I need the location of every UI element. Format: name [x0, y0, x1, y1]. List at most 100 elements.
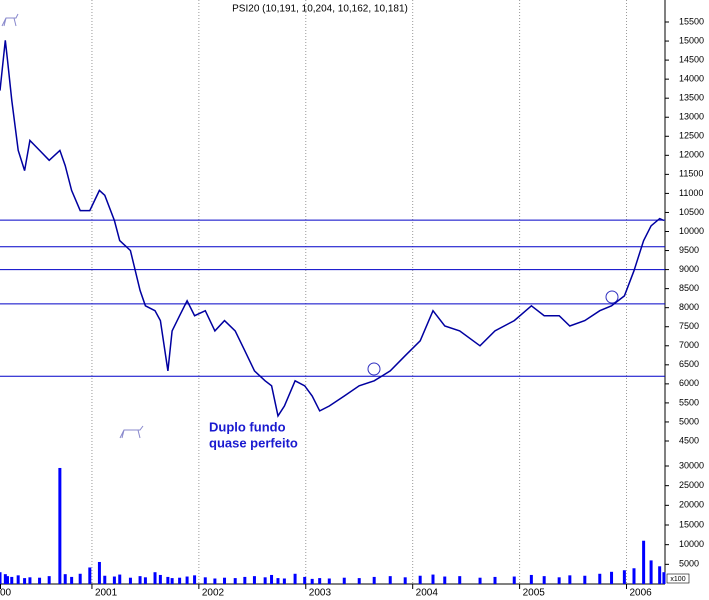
volume-bar [662, 572, 666, 584]
volume-bar [88, 567, 92, 584]
y-tick-label: 5000 [679, 416, 699, 426]
annotation: quase perfeito [209, 435, 298, 450]
volume-bar [310, 578, 314, 584]
volume-bar [143, 577, 147, 584]
volume-bar [233, 578, 237, 584]
y2-tick-label: 10000 [679, 539, 704, 549]
volume-bar [598, 573, 602, 584]
y-tick-label: 14500 [679, 54, 704, 64]
volume-bar [10, 576, 14, 584]
volume-bar [58, 467, 62, 584]
volume-bar [493, 576, 497, 584]
volume-bar [243, 576, 247, 584]
volume-bar [23, 578, 27, 584]
volume-bar [223, 577, 227, 584]
volume-bar [658, 566, 662, 584]
y-tick-label: 11000 [679, 188, 703, 198]
x-tick-label: 2006 [630, 588, 653, 599]
y-tick-label: 11500 [679, 169, 703, 179]
volume-bar [16, 575, 20, 584]
y-tick-label: 14000 [679, 74, 704, 84]
volume-bar [166, 576, 170, 584]
y-tick-label: 5500 [679, 397, 699, 407]
annotation: Duplo fundo [209, 419, 286, 434]
volume-bar [327, 578, 331, 584]
y2-tick-label: 20000 [679, 500, 704, 510]
volume-bar [270, 574, 274, 584]
volume-bar [118, 574, 122, 584]
y-tick-label: 9500 [679, 245, 699, 255]
volume-bar [103, 575, 107, 584]
y-tick-label: 15000 [679, 35, 704, 45]
y-tick-label: 4500 [679, 435, 699, 445]
volume-bar [138, 576, 142, 584]
volume-bar [5, 576, 9, 584]
y-tick-label: 10500 [679, 207, 704, 217]
y-tick-label: 8000 [679, 302, 699, 312]
chart-title: PSI20 (10,191, 10,204, 10,162, 10,181) [232, 4, 408, 15]
volume-bar [478, 577, 482, 584]
volume-bar [632, 568, 636, 584]
volume-bar [178, 577, 182, 584]
volume-bar [63, 574, 67, 584]
volume-bar [203, 577, 207, 584]
volume-bar [3, 574, 7, 584]
volume-bar [372, 576, 376, 584]
x-tick-label: 2001 [95, 588, 118, 599]
volume-bar [213, 578, 217, 584]
volume-bar [649, 560, 653, 584]
volume-bar [158, 574, 162, 584]
y-tick-label: 6500 [679, 359, 699, 369]
volume-bar [47, 576, 51, 584]
x-tick-label: 2005 [523, 588, 546, 599]
x-tick-label: 2004 [416, 588, 439, 599]
volume-bar [418, 575, 422, 584]
volume-bar [431, 574, 435, 584]
volume-unit: x100 [670, 576, 685, 583]
volume-bar [193, 575, 197, 584]
volume-bar [293, 573, 297, 584]
volume-bar [403, 577, 407, 584]
y-tick-label: 13500 [679, 93, 704, 103]
volume-bar [610, 571, 614, 584]
y2-tick-label: 30000 [679, 460, 704, 470]
y-tick-label: 10000 [679, 226, 704, 236]
bull-icon [1, 13, 144, 439]
volume-bar [583, 575, 587, 584]
volume-bar [458, 576, 462, 584]
volume-bar [70, 576, 74, 584]
volume-bar [622, 570, 626, 584]
volume-bar [542, 576, 546, 584]
smiley [367, 290, 619, 376]
volume-bar [642, 540, 646, 584]
unit-box [666, 573, 690, 584]
volume-bar [128, 577, 132, 584]
volume-bar [28, 577, 32, 584]
volume-bar [303, 576, 307, 584]
y-tick-label: 7500 [679, 321, 699, 331]
volume-bar [153, 572, 157, 584]
volume-bar [443, 576, 447, 584]
volume-bar [388, 576, 392, 584]
y2-tick-label: 15000 [679, 519, 704, 529]
volume-bar [512, 576, 516, 584]
volume-bar [38, 577, 42, 584]
volume-bar [97, 561, 101, 584]
volume-bar [0, 572, 2, 584]
volume-bar [78, 573, 82, 584]
y-tick-label: 7000 [679, 340, 699, 350]
y-tick-label: 12500 [679, 131, 704, 141]
y-tick-label: 8500 [679, 283, 699, 293]
y-tick-label: 6000 [679, 378, 699, 388]
volume-bar [342, 577, 346, 584]
x-tick-label: 2002 [202, 588, 225, 599]
volume-bar [112, 576, 116, 584]
y-tick-label: 13000 [679, 112, 704, 122]
volume-bar [568, 575, 572, 584]
volume-bar [276, 578, 280, 584]
volume-bar [185, 576, 189, 584]
y2-tick-label: 5000 [679, 559, 699, 569]
volume-bar [357, 578, 361, 584]
